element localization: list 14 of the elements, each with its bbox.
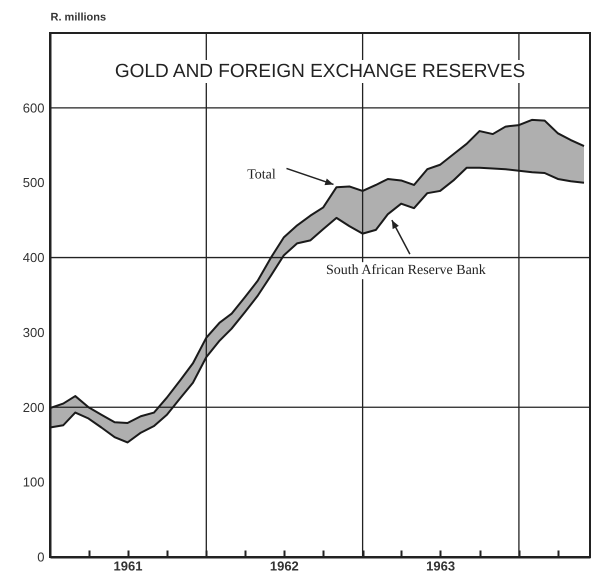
x-tick-label: 1963	[426, 558, 456, 574]
y-tick-label: 600	[22, 100, 44, 116]
x-tick-label: 1962	[270, 558, 299, 574]
y-axis-title: R. millions	[50, 12, 106, 24]
text: GOLD AND FOREIGN EXCHANGE RESERVES	[114, 61, 526, 82]
y-tick-label: 200	[22, 400, 44, 415]
y-tick-label: 500	[22, 175, 44, 190]
y-tick-label: 0	[37, 550, 44, 564]
y-tick-label: 400	[22, 250, 44, 266]
annotation: South African Reserve Bank	[326, 263, 486, 278]
x-tick-label: 1961	[114, 558, 142, 574]
y-tick-label: 300	[22, 324, 44, 340]
annotation: Total	[247, 167, 276, 182]
y-tick-label: 100	[22, 474, 44, 490]
